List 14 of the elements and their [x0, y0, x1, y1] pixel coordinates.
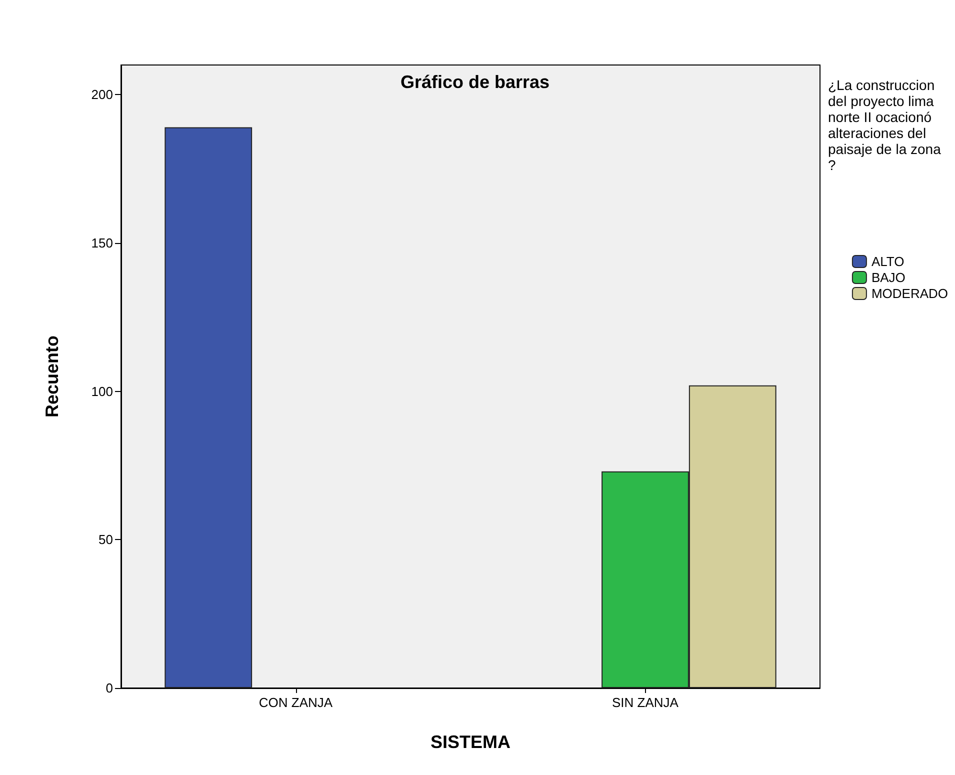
chart-title: Gráfico de barras — [400, 72, 550, 92]
y-tick-label: 0 — [106, 680, 113, 696]
y-tick-label: 50 — [98, 532, 113, 548]
y-tick-label: 150 — [91, 236, 113, 250]
x-tick-label: CON ZANJA — [258, 695, 333, 710]
legend-label: BAJO — [871, 270, 906, 285]
legend-label: MODERADO — [871, 286, 948, 301]
x-tick-label: SIN ZANJA — [612, 695, 679, 710]
y-axis-title: Recuento — [42, 335, 62, 418]
y-tick-label: 200 — [91, 87, 113, 102]
legend-label: ALTO — [871, 254, 904, 269]
x-axis-title: SISTEMA — [430, 732, 511, 752]
legend-title: ¿La construccion del proyecto lima norte II ocacionó alteraciones del paisaje de la zona ? — [828, 77, 945, 173]
y-tick-label: 100 — [91, 384, 113, 399]
